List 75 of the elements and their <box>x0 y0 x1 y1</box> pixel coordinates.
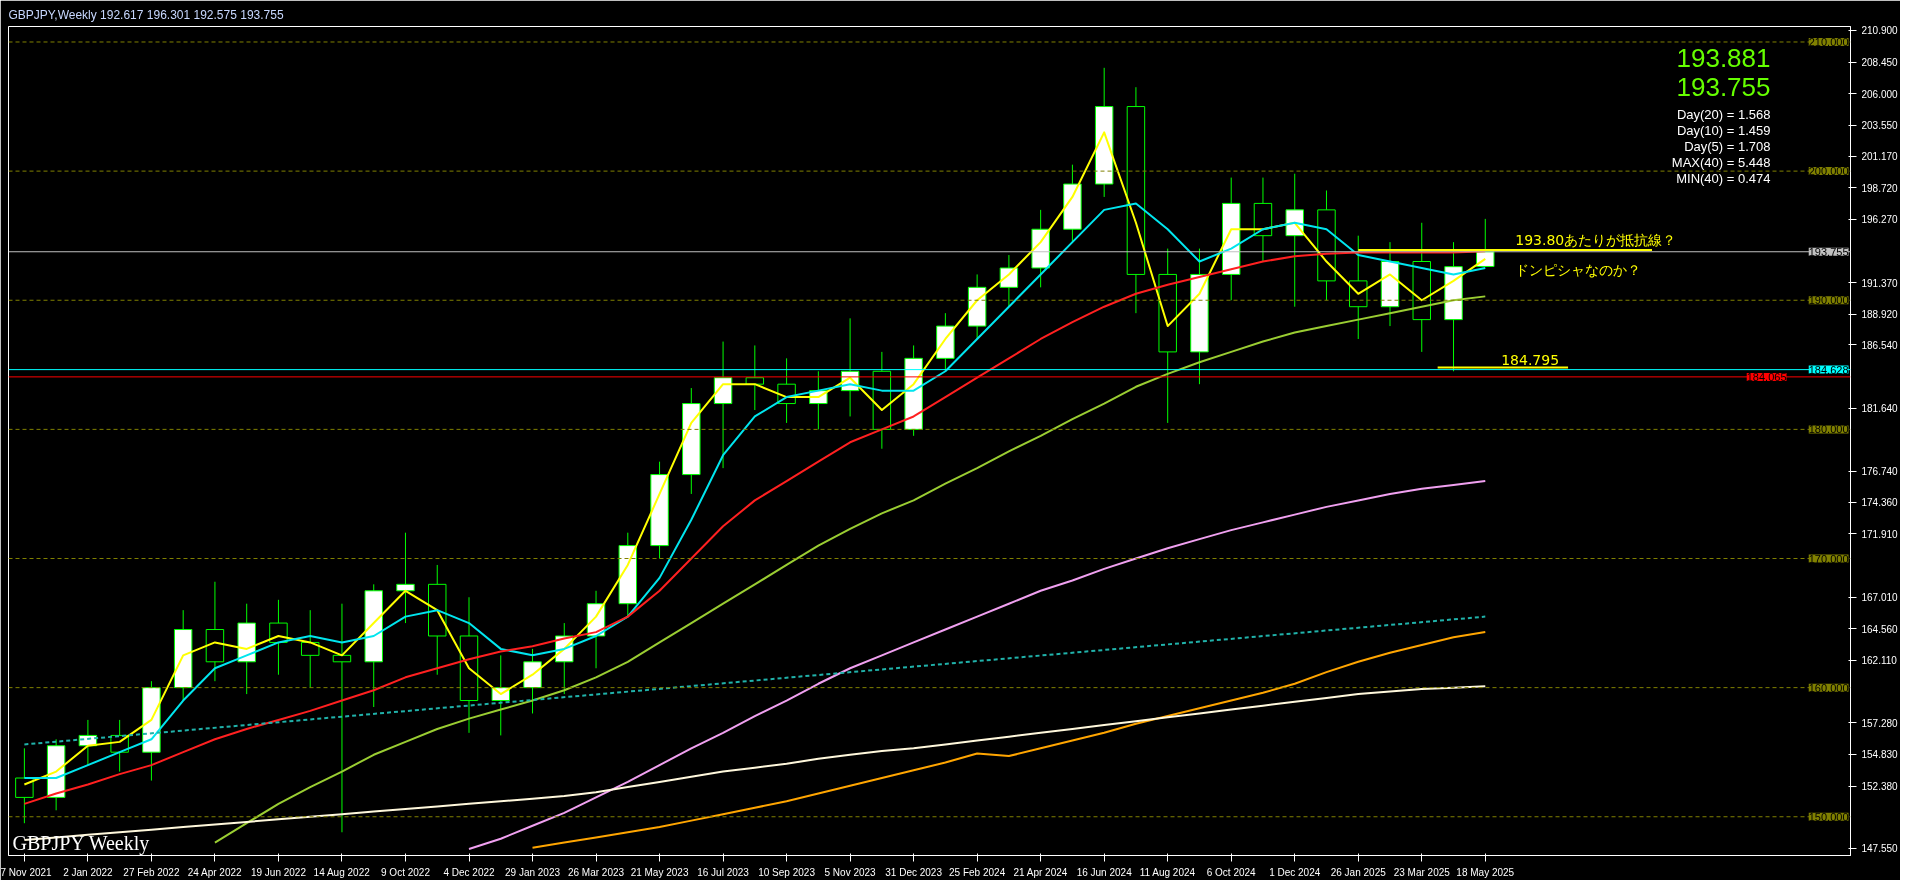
y-tick-label: 171.910 <box>1861 528 1899 540</box>
y-tick-label: 201.170 <box>1861 151 1899 163</box>
ref-line-label: 200.000 <box>1808 165 1849 178</box>
annotation: GBPJPY Weekly <box>12 831 150 855</box>
x-tick-label: 26 Jan 2025 <box>1330 866 1387 878</box>
y-tick-label: 176.740 <box>1861 466 1899 478</box>
annotation: MAX(40) = 5.448 <box>1671 154 1771 170</box>
x-tick-label: 26 Mar 2023 <box>567 866 625 878</box>
x-tick-label: 21 May 2023 <box>630 866 689 878</box>
chart-title: GBPJPY,Weekly 192.617 196.301 192.575 193.755 <box>8 7 284 22</box>
annotation: Day(5) = 1.708 <box>1684 138 1771 154</box>
annotation: ドンピシャなのか？ <box>1515 261 1642 278</box>
x-tick-label: 9 Oct 2022 <box>381 866 431 878</box>
x-tick-label: 19 Jun 2022 <box>250 866 307 878</box>
candlestick <box>15 747 34 824</box>
x-tick-label: 14 Aug 2022 <box>313 866 371 878</box>
x-tick-label: 16 Jun 2024 <box>1076 866 1133 878</box>
annotation: Day(10) = 1.459 <box>1676 122 1771 138</box>
ref-line-label: 170.000 <box>1808 552 1849 565</box>
y-tick-label: 198.720 <box>1861 182 1899 194</box>
x-tick-label: 23 Mar 2025 <box>1393 866 1451 878</box>
x-tick-label: 21 Apr 2024 <box>1013 866 1068 878</box>
y-tick-label: 157.280 <box>1861 717 1899 729</box>
annotation: 193.80あたりが抵抗線？ <box>1515 231 1677 248</box>
candlestick <box>332 603 352 833</box>
x-tick-label: 25 Feb 2024 <box>949 866 1006 878</box>
y-tick-label: 210.900 <box>1861 25 1899 37</box>
annotation: 193.755 <box>1676 71 1771 102</box>
ref-line-label: 190.000 <box>1808 294 1849 307</box>
y-tick-label: 196.270 <box>1861 214 1899 226</box>
y-tick-label: 154.830 <box>1861 749 1899 761</box>
annotation: 184.795 <box>1501 352 1560 369</box>
x-tick-label: 6 Oct 2024 <box>1206 866 1257 878</box>
y-tick-label: 162.110 <box>1861 655 1898 667</box>
y-tick-label: 208.450 <box>1861 57 1899 69</box>
x-tick-label: 10 Sep 2023 <box>758 866 816 878</box>
x-tick-label: 1 Dec 2024 <box>1269 866 1321 878</box>
y-tick-label: 188.920 <box>1861 309 1899 321</box>
x-tick-label: 11 Aug 2024 <box>1139 866 1196 878</box>
line-series <box>213 295 1487 844</box>
candlestick <box>300 609 320 689</box>
annotation: Day(20) = 1.568 <box>1676 106 1771 122</box>
x-tick-label: 4 Dec 2022 <box>443 866 496 878</box>
ref-line-label: 180.000 <box>1808 423 1849 436</box>
candlestick <box>1476 218 1495 268</box>
annotation: MIN(40) = 0.474 <box>1676 170 1771 186</box>
y-tick-label: 181.640 <box>1861 403 1899 415</box>
line-series <box>468 480 1487 851</box>
x-tick-label: 7 Nov 2021 <box>0 866 53 878</box>
y-tick-label: 203.550 <box>1861 120 1899 132</box>
ref-line-label: 210.000 <box>1808 36 1849 48</box>
ref-line-label: 150.000 <box>1808 810 1849 823</box>
y-tick-label: 167.010 <box>1861 592 1899 604</box>
line-series <box>531 631 1487 849</box>
x-tick-label: 29 Jan 2023 <box>504 866 561 878</box>
y-tick-label: 174.360 <box>1861 497 1899 509</box>
y-tick-label: 206.000 <box>1861 88 1899 100</box>
x-tick-label: 27 Feb 2022 <box>123 866 180 878</box>
x-tick-label: 31 Dec 2023 <box>885 866 943 878</box>
y-tick-label: 164.560 <box>1861 623 1899 635</box>
ref-line-label: 184.065 <box>1746 370 1787 383</box>
x-tick-label: 18 May 2025 <box>1456 866 1515 878</box>
x-tick-label: 5 Nov 2023 <box>824 866 877 878</box>
ref-line-label: 193.755 <box>1808 245 1849 258</box>
ref-line-label: 160.000 <box>1808 681 1849 694</box>
y-tick-label: 147.550 <box>1861 843 1899 855</box>
y-tick-label: 152.380 <box>1861 781 1899 793</box>
y-tick-label: 186.540 <box>1861 339 1899 351</box>
y-tick-label: 191.370 <box>1861 277 1899 289</box>
x-tick-label: 24 Apr 2022 <box>187 866 243 878</box>
x-tick-label: 2 Jan 2022 <box>63 866 114 878</box>
x-tick-label: 16 Jul 2023 <box>697 866 750 878</box>
annotation: 193.881 <box>1676 42 1771 73</box>
ref-line-label: 184.628 <box>1808 363 1849 376</box>
candlestick <box>396 532 415 624</box>
